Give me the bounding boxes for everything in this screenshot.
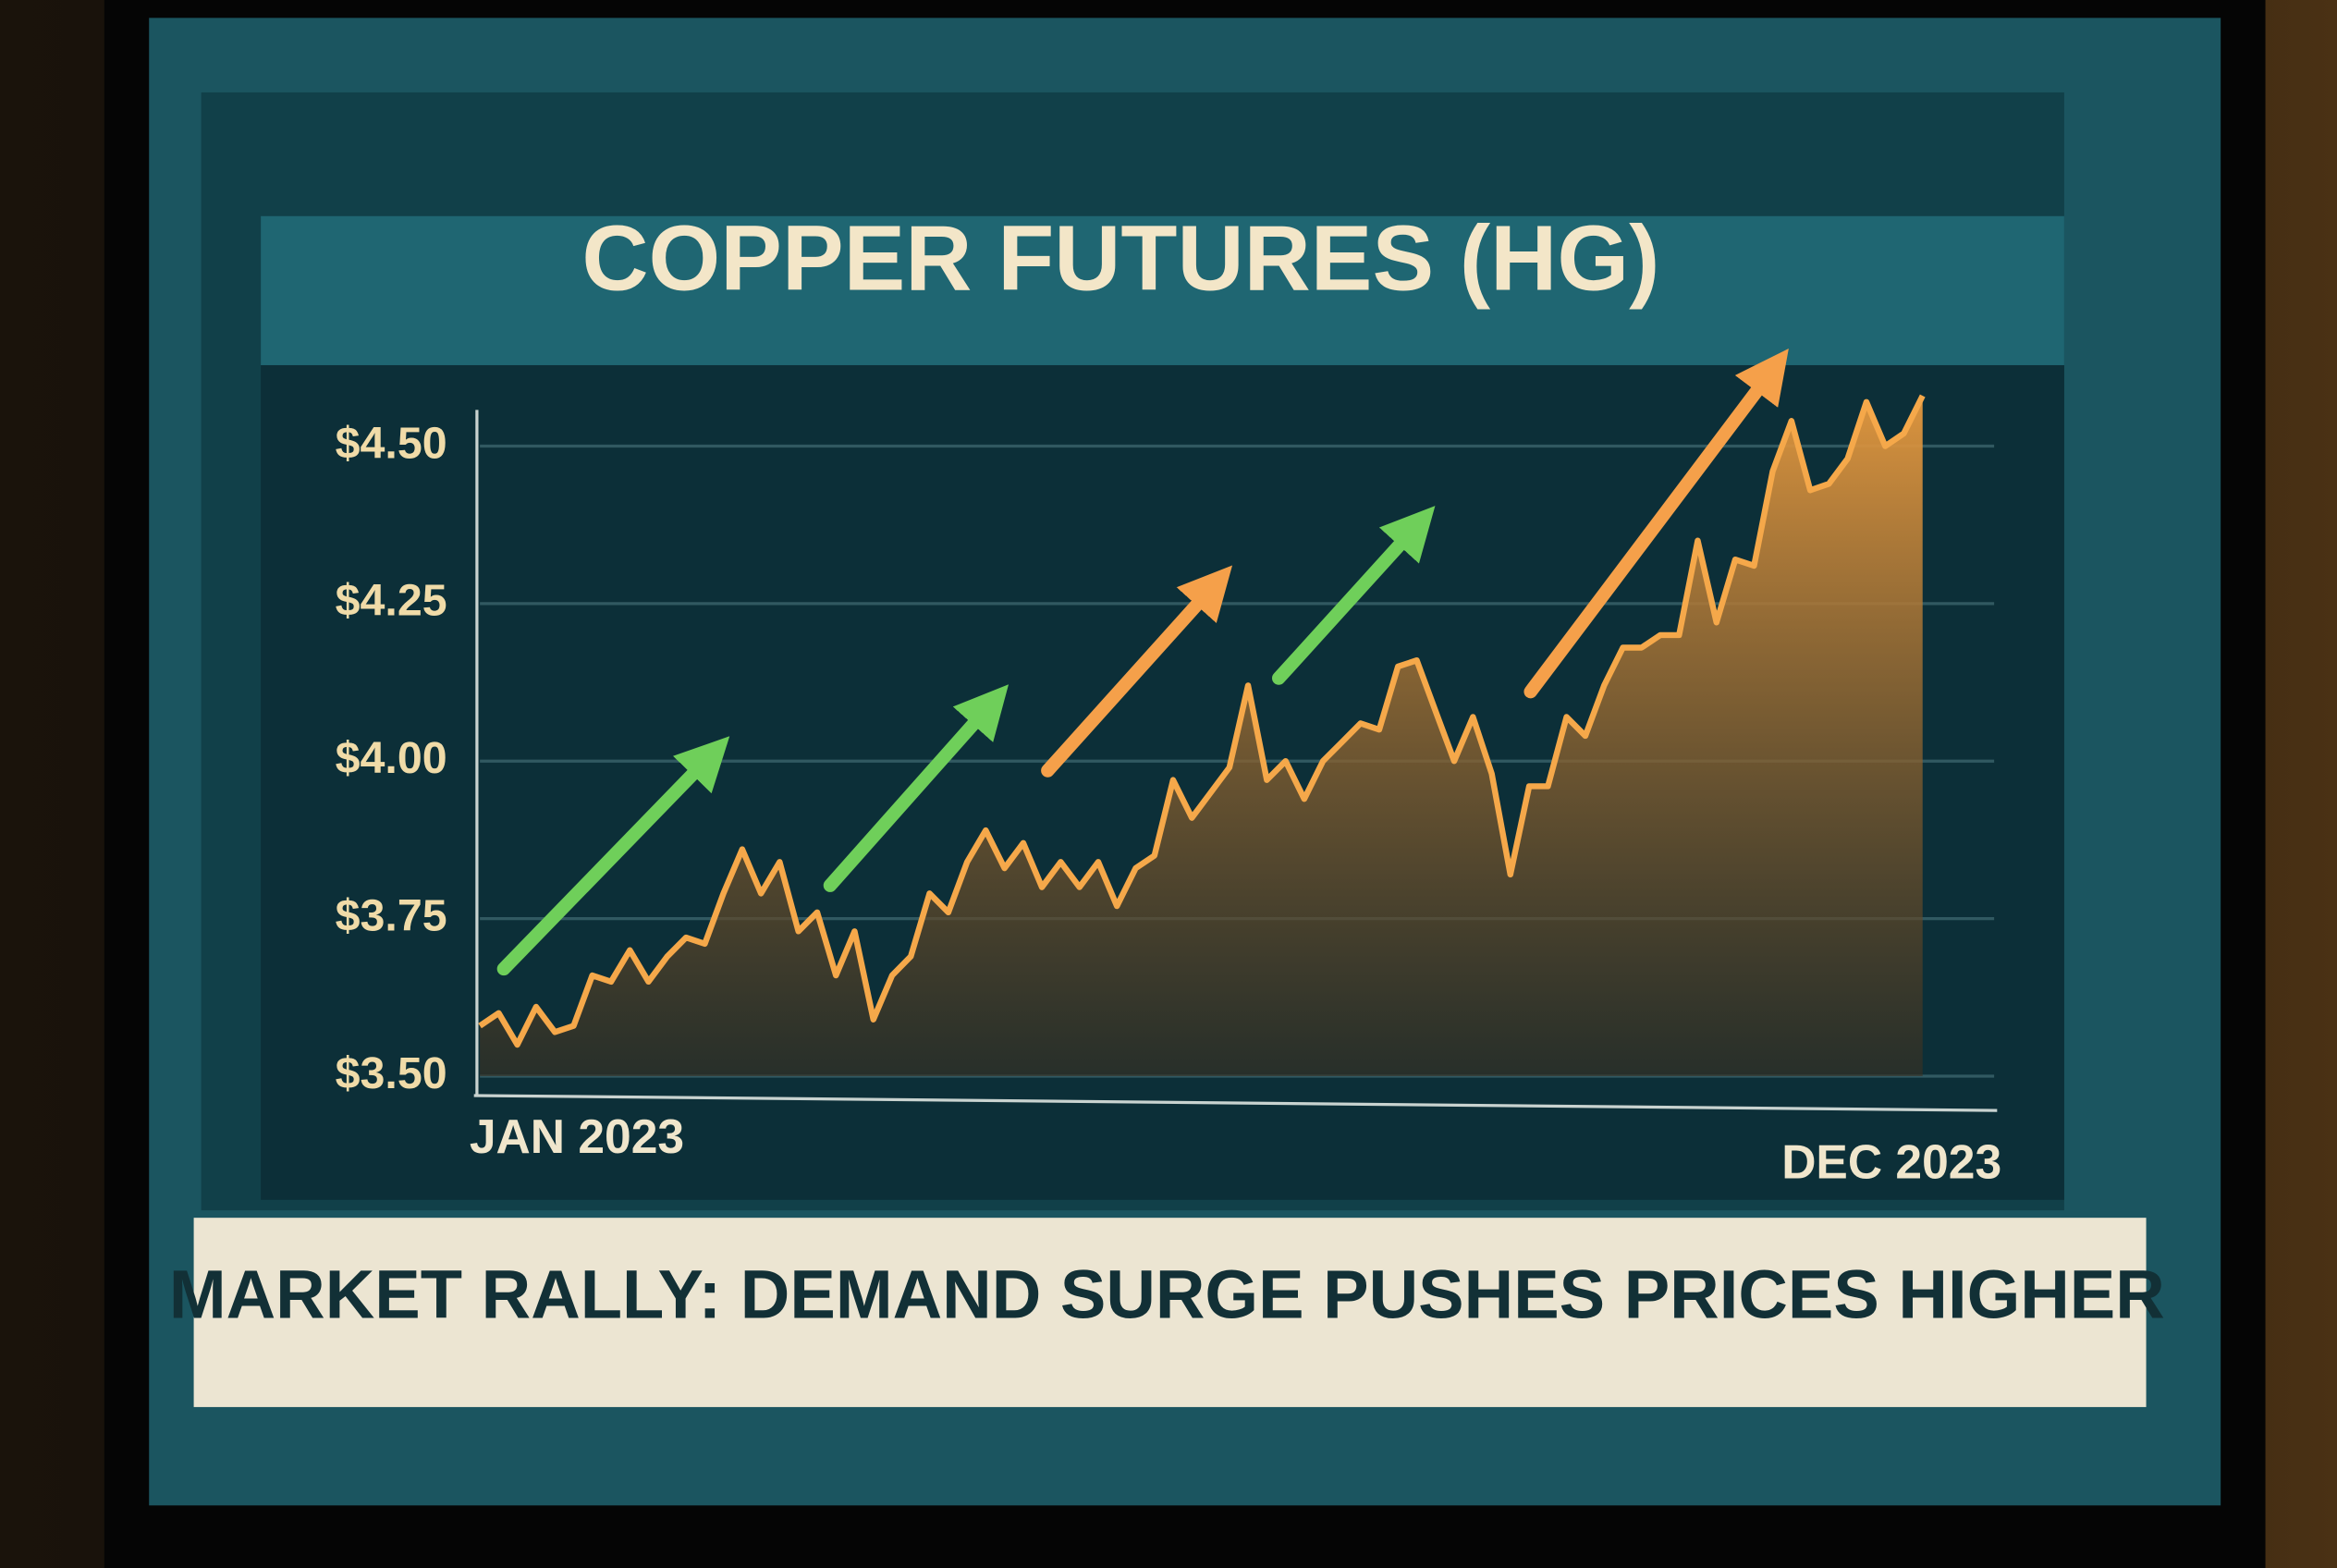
- banner: [193, 1218, 2147, 1407]
- trend-arrows: [496, 349, 1789, 976]
- banner-text: MARKET RALLY: DEMAND SURGE PUSHES PRICES…: [169, 1256, 2165, 1332]
- tv-screen: COPPER FUTURES (HG) MARKET RALLY: DEMAND…: [104, 0, 2266, 1568]
- y-tick-label: $3.50: [336, 1048, 447, 1098]
- title-bar: [261, 215, 2064, 365]
- chart-title: COPPER FUTURES (HG): [581, 207, 1659, 310]
- x-tick-label: DEC 2023: [1781, 1134, 2001, 1188]
- arrow: [823, 684, 1009, 892]
- x-tick-label: JAN 2023: [470, 1109, 684, 1163]
- y-tick-label: $4.50: [336, 418, 447, 468]
- y-tick-label: $4.00: [336, 733, 447, 783]
- y-tick-label: $3.75: [336, 890, 447, 940]
- arrow: [1523, 349, 1789, 699]
- area: [480, 396, 1923, 1077]
- x-axis: [473, 1094, 1998, 1112]
- line: [478, 394, 1926, 1048]
- y-tick-label: $4.25: [336, 576, 447, 626]
- arrow: [496, 736, 730, 976]
- plot: $3.50 $3.75 $4.00 $4.25 $4.50 JAN 2023 DEC 202…: [336, 394, 2001, 1188]
- arrow: [1041, 565, 1233, 778]
- arrow: [1272, 506, 1436, 685]
